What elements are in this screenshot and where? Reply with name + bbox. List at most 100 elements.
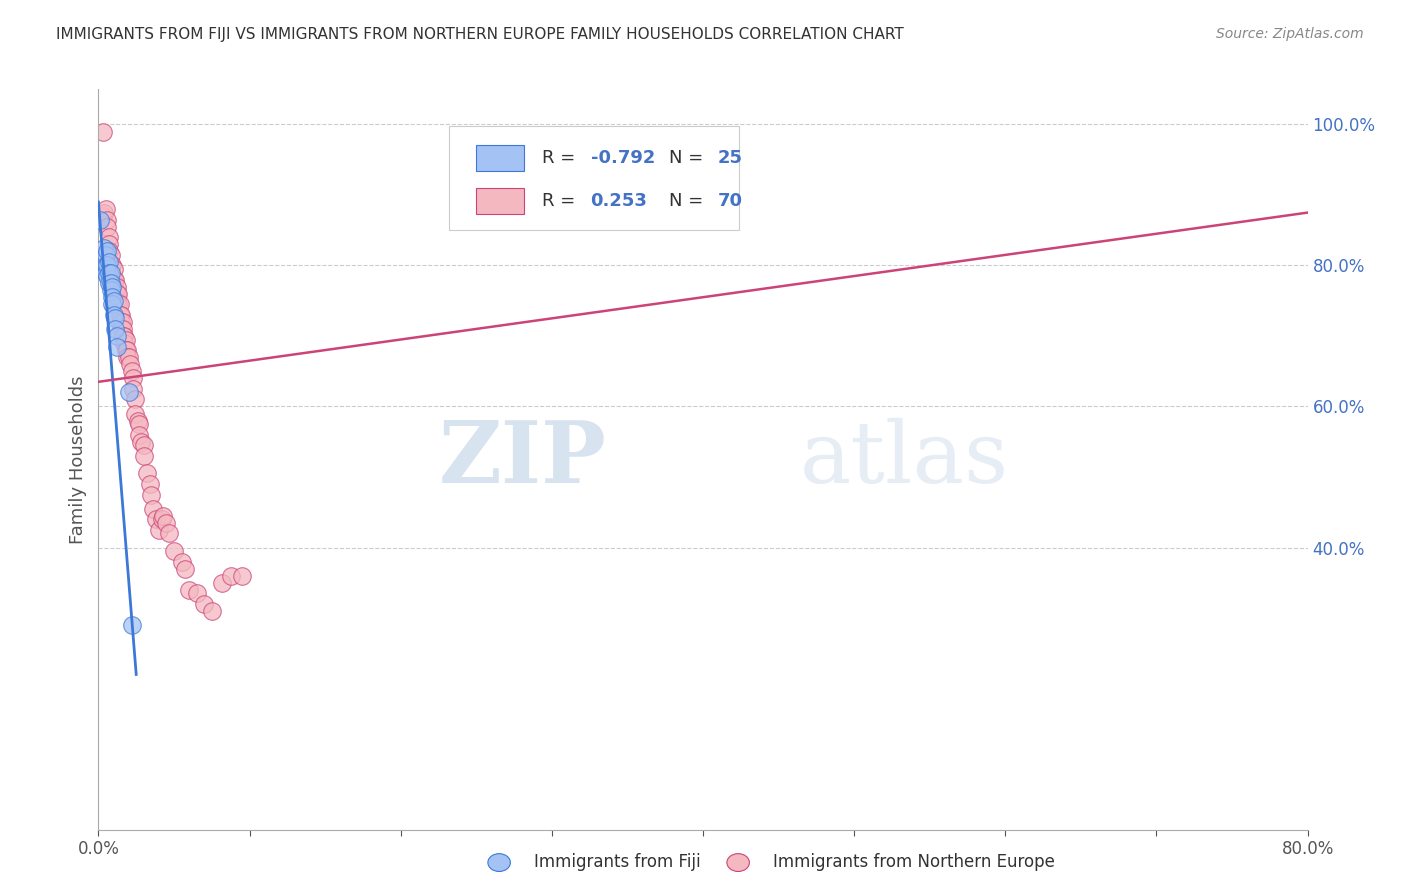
Point: [139, 477, 162, 491]
Point: [105, 329, 128, 343]
Point: [104, 311, 127, 326]
Point: [103, 272, 125, 286]
Point: [101, 268, 124, 283]
Text: IMMIGRANTS FROM FIJI VS IMMIGRANTS FROM NORTHERN EUROPE FAMILY HOUSEHOLDS CORREL: IMMIGRANTS FROM FIJI VS IMMIGRANTS FROM …: [56, 27, 904, 42]
Point: [93, 205, 115, 219]
Point: [159, 526, 181, 541]
Point: [96, 212, 118, 227]
Point: [98, 266, 121, 280]
Point: [211, 575, 233, 590]
Point: [103, 262, 125, 277]
Point: [110, 322, 132, 336]
Point: [163, 544, 186, 558]
Point: [89, 212, 111, 227]
Point: [91, 209, 114, 223]
Point: [94, 202, 117, 216]
Text: Source: ZipAtlas.com: Source: ZipAtlas.com: [1216, 27, 1364, 41]
Point: [132, 449, 155, 463]
Text: -0.792: -0.792: [591, 149, 655, 167]
Point: [98, 255, 121, 269]
Point: [129, 434, 152, 449]
Point: [193, 597, 215, 611]
Text: R =: R =: [543, 149, 581, 167]
Text: ZIP: ZIP: [439, 417, 606, 501]
Point: [141, 488, 163, 502]
Point: [98, 244, 121, 259]
Point: [121, 364, 143, 378]
Point: [112, 336, 135, 351]
Text: 25: 25: [717, 149, 742, 167]
Bar: [475, 187, 524, 213]
Point: [114, 333, 136, 347]
Text: Immigrants from Northern Europe: Immigrants from Northern Europe: [773, 853, 1054, 871]
Point: [105, 293, 128, 308]
Point: [132, 438, 155, 452]
Point: [100, 248, 122, 262]
Point: [96, 268, 118, 283]
Point: [101, 297, 124, 311]
Point: [115, 350, 138, 364]
Point: [120, 357, 142, 371]
Point: [152, 508, 174, 523]
Point: [94, 248, 117, 262]
Point: [108, 297, 131, 311]
Point: [148, 523, 170, 537]
Point: [107, 286, 129, 301]
Text: N =: N =: [669, 192, 709, 210]
Point: [100, 259, 122, 273]
Point: [91, 124, 114, 138]
Point: [105, 279, 128, 293]
Point: [135, 467, 157, 481]
Point: [104, 283, 127, 297]
Point: [111, 315, 134, 329]
Point: [145, 512, 167, 526]
Point: [221, 568, 243, 582]
Point: [98, 237, 121, 252]
Point: [150, 512, 173, 526]
Point: [103, 293, 125, 308]
Point: [173, 562, 195, 576]
Point: [94, 259, 117, 273]
FancyBboxPatch shape: [449, 126, 740, 230]
Text: 0.253: 0.253: [591, 192, 647, 210]
Point: [96, 219, 118, 234]
Point: [105, 286, 128, 301]
Text: Immigrants from Fiji: Immigrants from Fiji: [534, 853, 702, 871]
Point: [108, 308, 131, 322]
Point: [96, 244, 118, 259]
Point: [100, 266, 122, 280]
Point: [155, 516, 177, 530]
Point: [100, 276, 122, 290]
Point: [105, 340, 128, 354]
Point: [104, 272, 127, 286]
Bar: [475, 145, 524, 170]
Point: [110, 315, 132, 329]
Point: [111, 329, 134, 343]
Point: [124, 407, 146, 421]
Point: [98, 230, 121, 244]
Point: [103, 308, 125, 322]
Point: [128, 417, 150, 431]
Text: atlas: atlas: [800, 417, 1010, 501]
Text: 70: 70: [717, 192, 742, 210]
Point: [128, 427, 150, 442]
Point: [231, 568, 253, 582]
Point: [121, 618, 143, 632]
Point: [114, 343, 136, 357]
Point: [111, 322, 134, 336]
Point: [179, 582, 201, 597]
Point: [112, 329, 135, 343]
Point: [170, 555, 193, 569]
Point: [93, 241, 115, 255]
Point: [124, 392, 146, 407]
Point: [201, 604, 224, 618]
Point: [100, 266, 122, 280]
Point: [118, 385, 141, 400]
Point: [94, 266, 117, 280]
Y-axis label: Family Households: Family Households: [69, 376, 87, 543]
Point: [98, 276, 121, 290]
Point: [101, 259, 124, 273]
Point: [104, 322, 127, 336]
Point: [115, 343, 138, 357]
Point: [118, 350, 141, 364]
